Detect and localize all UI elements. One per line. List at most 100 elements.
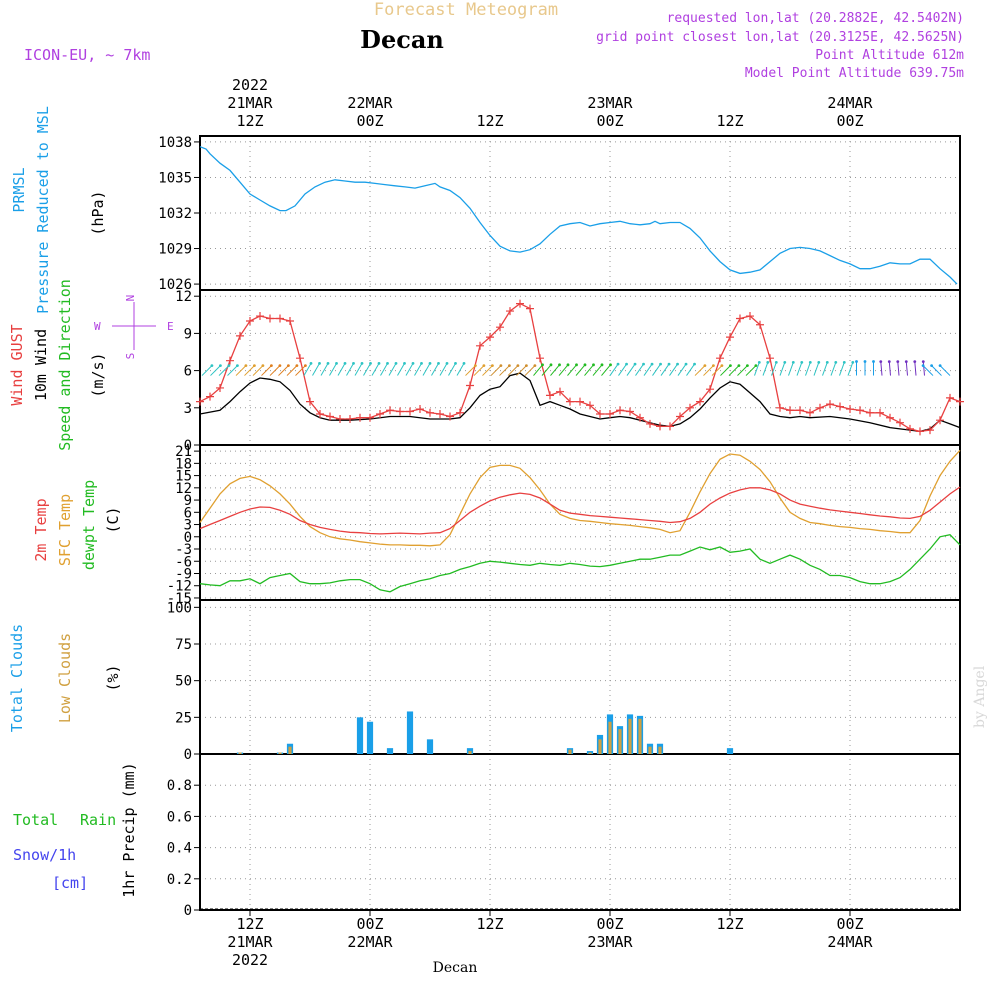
wind-direction-arrowhead bbox=[938, 364, 942, 368]
y-tick-label: 0.4 bbox=[167, 841, 192, 857]
wind-direction-arrowhead bbox=[295, 364, 299, 368]
panel-label-wind: 10m Wind bbox=[32, 329, 50, 401]
gust-marker bbox=[436, 410, 444, 418]
wind-direction-arrow bbox=[694, 365, 706, 376]
gust-marker bbox=[836, 402, 844, 411]
gust-marker bbox=[376, 410, 384, 418]
wind-direction-arrowhead bbox=[326, 362, 330, 365]
wind-direction-arrow bbox=[703, 365, 714, 376]
wind-direction-arrow bbox=[754, 362, 760, 376]
wind-direction-arrow bbox=[244, 365, 255, 376]
panel-label-wind: Speed and Direction bbox=[56, 279, 74, 451]
gust-series-line bbox=[199, 302, 961, 433]
wind-direction-arrowhead bbox=[921, 360, 925, 364]
panel-label-pressure: PRMSL bbox=[10, 167, 28, 212]
location-title: Decan bbox=[360, 25, 444, 54]
gust-marker bbox=[866, 408, 874, 417]
wind-direction-arrowhead bbox=[261, 364, 265, 368]
y-tick-label: 0.8 bbox=[167, 778, 192, 794]
gust-marker bbox=[536, 354, 544, 363]
bottom-location-label: Decan bbox=[433, 960, 478, 976]
wind-direction-arrow bbox=[592, 364, 603, 376]
gust-marker bbox=[896, 418, 904, 427]
precip-label: Rain bbox=[80, 811, 116, 829]
y-tick-label: 1035 bbox=[158, 170, 192, 186]
gust-marker bbox=[386, 406, 394, 415]
gust-marker bbox=[646, 419, 654, 428]
wind-direction-arrowhead bbox=[633, 362, 637, 366]
top-time-label: 00Z bbox=[596, 112, 623, 130]
wind-speed-series-line bbox=[199, 372, 961, 433]
y-tick-label: 9 bbox=[184, 493, 192, 509]
wind-direction-arrow bbox=[839, 362, 845, 376]
gust-marker bbox=[516, 299, 524, 308]
wind-direction-arrowhead bbox=[842, 361, 846, 364]
y-tick-label: 0 bbox=[184, 438, 192, 454]
gust-marker bbox=[346, 414, 354, 423]
gust-marker bbox=[766, 354, 774, 363]
gust-marker bbox=[776, 403, 784, 412]
wind-direction-arrowhead bbox=[855, 360, 858, 363]
top-time-label: 12Z bbox=[476, 112, 503, 130]
info-model-altitude: Model Point Altitude 639.75m bbox=[745, 66, 964, 81]
y-tick-label: 1026 bbox=[158, 277, 192, 293]
total-cloud-bar bbox=[356, 717, 364, 754]
wind-direction-arrow bbox=[805, 362, 811, 376]
gust-marker bbox=[506, 307, 514, 316]
gust-marker bbox=[686, 403, 694, 412]
wind-direction-arrowhead bbox=[335, 362, 338, 365]
wind-direction-arrowhead bbox=[600, 363, 604, 367]
wind-direction-arrowhead bbox=[728, 364, 732, 368]
wind-direction-arrowhead bbox=[642, 362, 645, 366]
top-time-label: 21MAR bbox=[227, 94, 273, 112]
wind-direction-arrowhead bbox=[309, 362, 313, 365]
gust-marker bbox=[216, 383, 224, 392]
wind-direction-arrowhead bbox=[490, 364, 494, 368]
y-tick-label: 6 bbox=[184, 505, 192, 521]
low-cloud-bar bbox=[638, 718, 642, 754]
info-point-altitude: Point Altitude 612m bbox=[815, 48, 964, 63]
wind-direction-arrow bbox=[414, 363, 422, 376]
panel-frame bbox=[199, 753, 961, 911]
wind-direction-arrowhead bbox=[791, 361, 795, 364]
wind-direction-arrow bbox=[771, 362, 777, 376]
gust-marker bbox=[246, 317, 254, 325]
wind-direction-arrow bbox=[354, 363, 363, 376]
gust-marker bbox=[406, 407, 414, 416]
wind-direction-arrowhead bbox=[318, 362, 321, 365]
gust-marker bbox=[466, 381, 474, 390]
top-time-label: 00Z bbox=[356, 112, 383, 130]
low-cloud-bar bbox=[648, 746, 652, 754]
wind-direction-arrowhead bbox=[437, 362, 440, 365]
wind-direction-arrow bbox=[456, 363, 465, 376]
compass-east: E bbox=[167, 320, 174, 333]
y-tick-label: 9 bbox=[184, 326, 192, 342]
wind-direction-arrow bbox=[422, 363, 431, 376]
gust-marker bbox=[696, 397, 704, 406]
wind-direction-arrow bbox=[830, 362, 837, 376]
wind-direction-arrowhead bbox=[533, 364, 537, 368]
wind-direction-arrow bbox=[448, 363, 456, 376]
wind-direction-arrowhead bbox=[218, 364, 222, 368]
wind-direction-arrowhead bbox=[757, 361, 761, 364]
wind-direction-arrowhead bbox=[420, 362, 423, 365]
precip-label: [cm] bbox=[52, 874, 88, 892]
wind-direction-arrowhead bbox=[745, 364, 749, 368]
precip-label: Total bbox=[13, 811, 58, 829]
y-tick-label: 3 bbox=[184, 518, 192, 534]
wind-direction-arrow bbox=[286, 365, 298, 376]
wind-direction-arrowhead bbox=[684, 362, 688, 366]
wind-direction-arrow bbox=[227, 365, 238, 376]
wind-direction-arrow bbox=[847, 362, 854, 376]
gust-marker bbox=[636, 413, 644, 422]
low-cloud-bar bbox=[238, 752, 242, 754]
wind-direction-arrow bbox=[269, 365, 281, 376]
gust-marker bbox=[226, 356, 234, 365]
y-tick-label: 0 bbox=[184, 903, 192, 919]
gust-marker bbox=[256, 312, 264, 321]
wind-direction-arrow bbox=[677, 363, 687, 376]
wind-direction-arrowhead bbox=[783, 361, 787, 364]
wind-direction-arrow bbox=[312, 363, 320, 376]
precip-label: Snow/1h bbox=[13, 846, 76, 864]
wind-direction-arrowhead bbox=[808, 361, 812, 364]
